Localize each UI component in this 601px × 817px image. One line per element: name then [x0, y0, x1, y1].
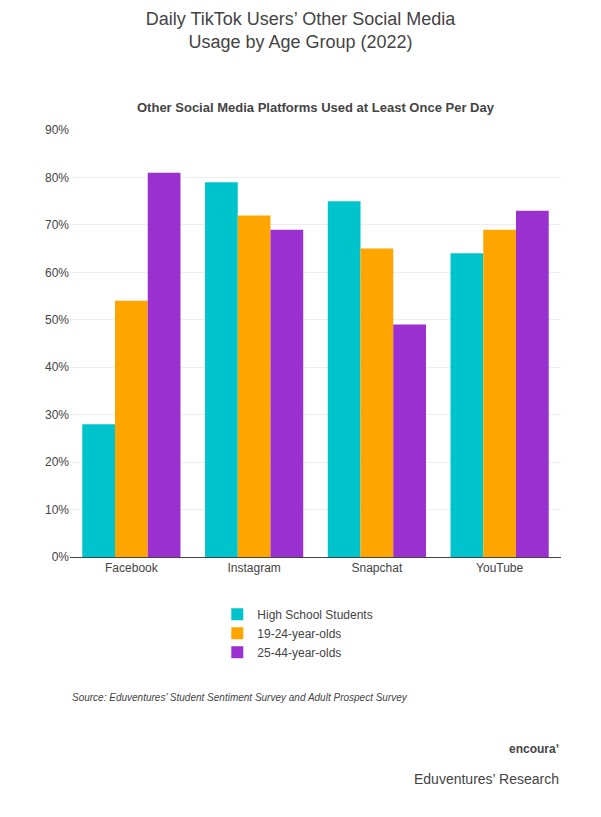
svg-text:10%: 10% [45, 503, 69, 517]
svg-text:Source: Eduventures’ Student S: Source: Eduventures’ Student Sentiment S… [72, 692, 408, 703]
svg-text:90%: 90% [45, 123, 69, 137]
svg-text:High School Students: High School Students [257, 608, 372, 622]
svg-text:Snapchat: Snapchat [352, 561, 403, 575]
svg-text:19-24-year-olds: 19-24-year-olds [257, 627, 341, 641]
svg-text:YouTube: YouTube [476, 561, 523, 575]
svg-text:40%: 40% [45, 360, 69, 374]
svg-text:Eduventures’ Research: Eduventures’ Research [414, 771, 559, 787]
svg-text:60%: 60% [45, 266, 69, 280]
svg-text:0%: 0% [52, 550, 70, 564]
svg-text:20%: 20% [45, 455, 69, 469]
svg-text:25-44-year-olds: 25-44-year-olds [257, 646, 341, 660]
svg-text:Daily TikTok Users’ Other Soci: Daily TikTok Users’ Other Social MediaUs… [146, 9, 456, 52]
svg-text:70%: 70% [45, 218, 69, 232]
svg-text:80%: 80% [45, 171, 69, 185]
svg-text:Other Social Media Platforms U: Other Social Media Platforms Used at Lea… [137, 100, 495, 115]
svg-text:Facebook: Facebook [105, 561, 159, 575]
svg-text:encouraʼ: encouraʼ [509, 742, 559, 756]
svg-text:50%: 50% [45, 313, 69, 327]
svg-text:Instagram: Instagram [227, 561, 280, 575]
svg-text:30%: 30% [45, 408, 69, 422]
